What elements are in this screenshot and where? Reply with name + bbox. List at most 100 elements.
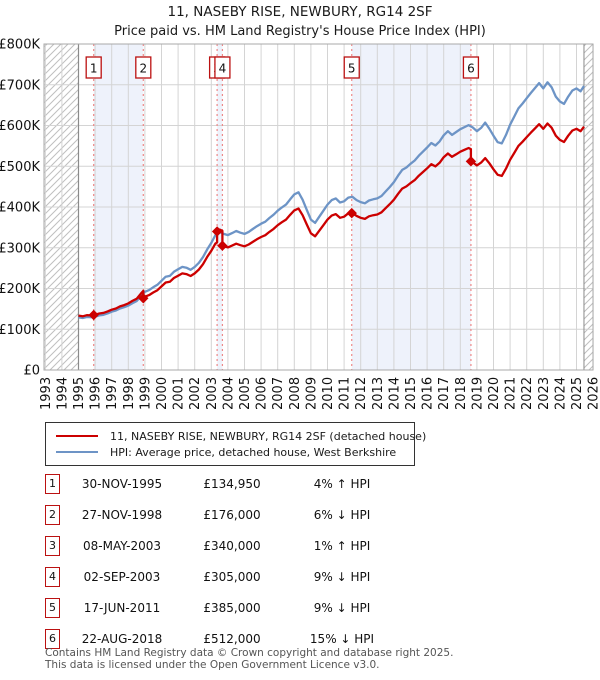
x-tick-label: 2010	[321, 377, 336, 410]
x-tick-label: 2002	[188, 377, 203, 410]
x-tick-label: 2024	[553, 377, 568, 410]
x-tick-label: 2018	[454, 377, 469, 410]
x-tick-label: 2015	[404, 377, 419, 410]
x-tick-label: 2013	[371, 377, 386, 410]
sale-flag-4	[214, 56, 231, 79]
x-tick-label: 2001	[172, 377, 187, 410]
x-tick-label: 1993	[39, 377, 54, 410]
y-tick-label: £300K	[0, 241, 40, 256]
sale-date: 08-MAY-2003	[82, 538, 161, 553]
sale-flag-number-6: 6	[467, 62, 475, 76]
price-paid-line	[78, 122, 585, 318]
x-tick-label: 1994	[55, 377, 70, 410]
y-tick-label: £100K	[0, 323, 40, 338]
sale-number-badge: 4	[45, 566, 60, 587]
sale-row: 3 08-MAY-2003 £340,000 1% ↑ HPI	[45, 530, 565, 561]
sale-hpi-relation: 1% ↑ HPI	[313, 538, 371, 553]
x-tick-label: 2003	[205, 377, 220, 410]
sale-date: 02-SEP-2003	[83, 569, 161, 584]
sale-marker-4	[217, 240, 228, 251]
sale-flag-number-2: 2	[139, 62, 147, 76]
y-tick-label: £400K	[0, 201, 40, 216]
x-tick-label: 2009	[304, 377, 319, 410]
sale-flag-number-1: 1	[90, 62, 98, 76]
sale-date: 22-AUG-2018	[81, 631, 163, 646]
sale-number-badge: 3	[45, 535, 60, 556]
hpi-line	[78, 81, 585, 320]
y-tick-label: £200K	[0, 282, 40, 297]
sale-number-badge: 6	[45, 628, 60, 649]
sale-price: £134,950	[203, 476, 261, 491]
x-tick-label: 2011	[338, 377, 353, 410]
license-footer: Contains HM Land Registry data © Crown c…	[45, 647, 454, 671]
x-tick-label: 1999	[138, 377, 153, 410]
sale-date: 27-NOV-1998	[81, 507, 163, 522]
x-tick-label: 2020	[487, 377, 502, 410]
x-tick-label: 1996	[89, 377, 104, 410]
sale-hpi-relation: 9% ↓ HPI	[313, 569, 371, 584]
sale-hpi-relation: 15% ↓ HPI	[309, 631, 375, 646]
x-tick-label: 2023	[537, 377, 552, 410]
x-tick-label: 2008	[288, 377, 303, 410]
sale-flag-number-5: 5	[348, 62, 356, 76]
footer-line-2: This data is licensed under the Open Gov…	[45, 658, 380, 671]
sale-marker-1	[88, 309, 99, 321]
sale-flag-number-4: 4	[219, 62, 227, 76]
page-subtitle: Price paid vs. HM Land Registry's House …	[114, 24, 486, 39]
sale-date: 30-NOV-1995	[81, 476, 163, 491]
sale-row: 6 22-AUG-2018 £512,000 15% ↓ HPI	[45, 623, 565, 654]
sale-row: 5 17-JUN-2011 £385,000 9% ↓ HPI	[45, 592, 565, 623]
sale-price: £176,000	[203, 507, 261, 522]
x-tick-label: 2019	[470, 377, 485, 410]
x-tick-label: 2007	[271, 377, 286, 410]
sale-row: 4 02-SEP-2003 £305,000 9% ↓ HPI	[45, 561, 565, 592]
x-tick-label: 2026	[587, 377, 600, 410]
sale-number-badge: 1	[45, 473, 60, 494]
price-chart: 123456£0£100K£200K£300K£400K£500K£600K£7…	[0, 38, 600, 411]
sale-marker-6	[465, 156, 477, 167]
x-tick-label: 2005	[238, 377, 253, 410]
sale-hpi-relation: 6% ↓ HPI	[313, 507, 371, 522]
sale-flag-2	[135, 56, 152, 79]
sale-marker-2	[138, 293, 149, 304]
y-tick-label: £700K	[0, 78, 40, 93]
sale-price: £385,000	[203, 600, 261, 615]
legend-label: HPI: Average price, detached house, West…	[110, 445, 397, 459]
legend-label: 11, NASEBY RISE, NEWBURY, RG14 2SF (deta…	[110, 429, 427, 443]
x-tick-label: 2012	[354, 377, 369, 410]
sale-price: £305,000	[203, 569, 261, 584]
sale-number-badge: 5	[45, 597, 60, 618]
y-tick-label: £0	[23, 364, 40, 379]
sale-price: £340,000	[203, 538, 261, 553]
legend-item-hpi: HPI: Average price, detached house, West…	[56, 444, 414, 460]
y-tick-label: £800K	[0, 38, 40, 53]
x-tick-label: 2004	[221, 377, 236, 410]
sale-row: 1 30-NOV-1995 £134,950 4% ↑ HPI	[45, 468, 565, 499]
x-tick-label: 2017	[437, 377, 452, 410]
sales-table: 1 30-NOV-1995 £134,950 4% ↑ HPI 2 27-NOV-1998…	[45, 468, 565, 654]
x-tick-label: 2022	[520, 377, 535, 410]
chart-legend: 11, NASEBY RISE, NEWBURY, RG14 2SF (deta…	[45, 422, 426, 466]
x-tick-label: 2016	[421, 377, 436, 410]
y-tick-label: £600K	[0, 119, 40, 134]
y-tick-label: £500K	[0, 160, 40, 175]
sale-row: 2 27-NOV-1998 £176,000 6% ↓ HPI	[45, 499, 565, 530]
sale-hpi-relation: 4% ↑ HPI	[313, 476, 371, 491]
x-tick-label: 1997	[105, 377, 120, 410]
sale-marker-3	[211, 226, 223, 237]
sale-flag-5	[343, 56, 360, 79]
sale-hpi-relation: 9% ↓ HPI	[313, 600, 371, 615]
hpi-line-swatch	[56, 451, 98, 453]
x-tick-label: 1998	[122, 377, 137, 410]
page-title: 11, NASEBY RISE, NEWBURY, RG14 2SF	[167, 4, 433, 20]
legend-item-price-paid: 11, NASEBY RISE, NEWBURY, RG14 2SF (deta…	[56, 428, 426, 444]
x-tick-label: 1995	[72, 377, 87, 410]
x-tick-label: 2014	[387, 377, 402, 410]
x-tick-label: 2025	[570, 377, 585, 410]
x-tick-label: 2000	[155, 377, 170, 410]
x-tick-label: 2021	[504, 377, 519, 410]
plot-border	[43, 43, 594, 371]
footer-line-1: Contains HM Land Registry data © Crown c…	[45, 647, 454, 659]
sale-marker-5	[346, 207, 357, 219]
price-paid-line-swatch	[56, 435, 98, 437]
